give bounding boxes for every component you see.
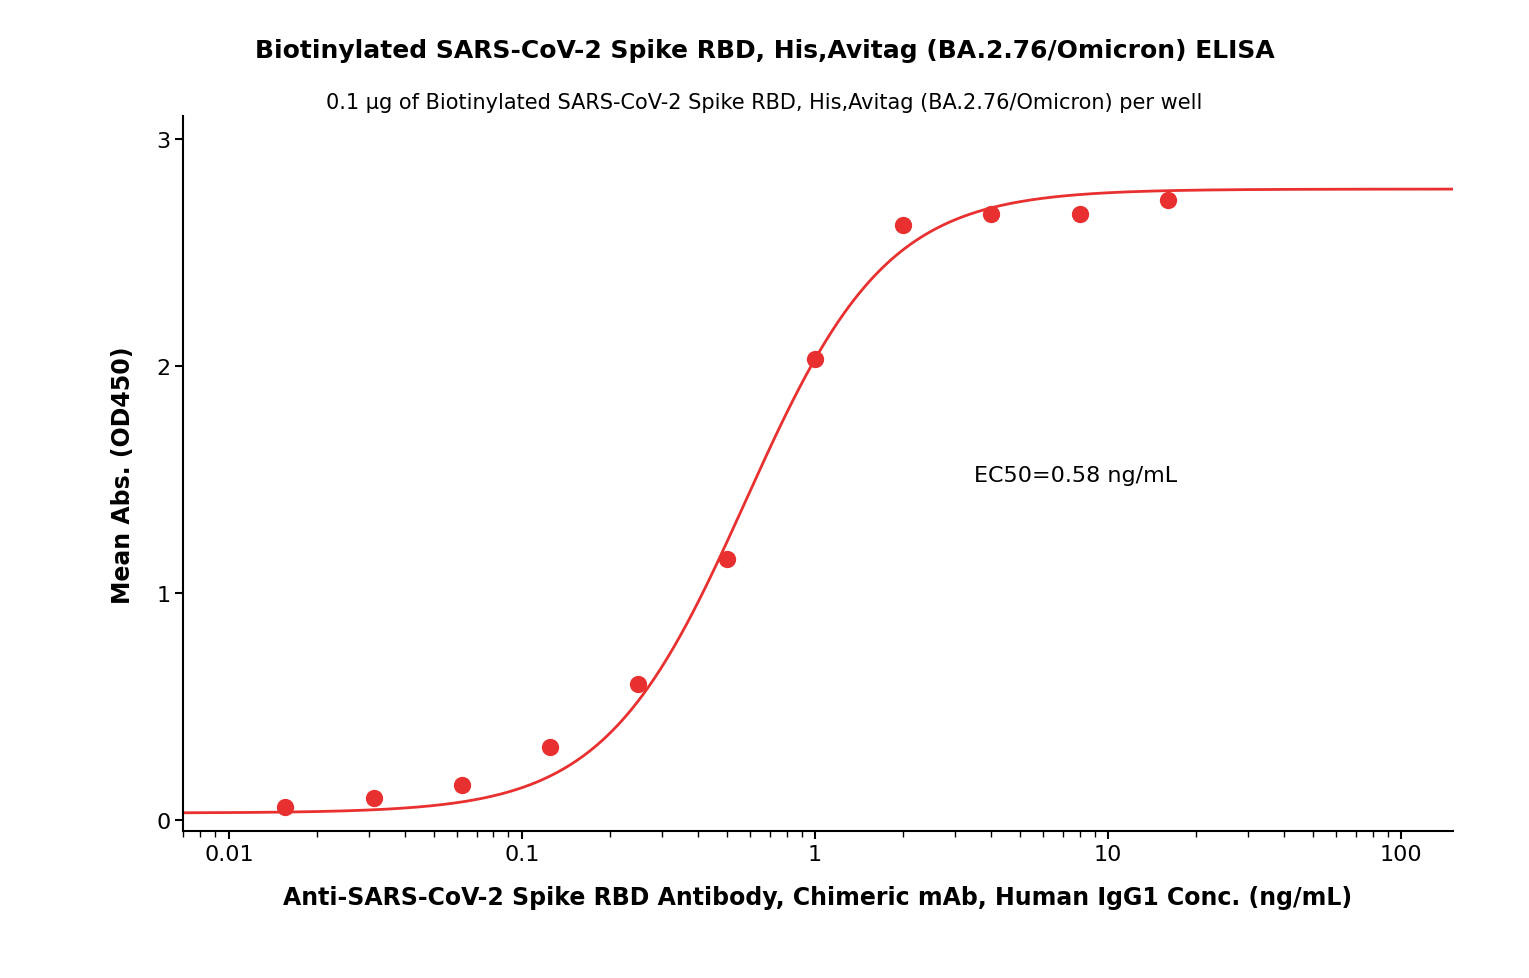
Point <box>979 207 1003 223</box>
Text: 0.1 μg of Biotinylated SARS-CoV-2 Spike RBD, His,Avitag (BA.2.76/Omicron) per we: 0.1 μg of Biotinylated SARS-CoV-2 Spike … <box>326 93 1203 112</box>
Text: EC50=0.58 ng/mL: EC50=0.58 ng/mL <box>974 466 1177 485</box>
Point <box>1156 194 1180 209</box>
X-axis label: Anti-SARS-CoV-2 Spike RBD Antibody, Chimeric mAb, Human IgG1 Conc. (ng/mL): Anti-SARS-CoV-2 Spike RBD Antibody, Chim… <box>283 885 1353 910</box>
Text: Biotinylated SARS-CoV-2 Spike RBD, His,Avitag (BA.2.76/Omicron) ELISA: Biotinylated SARS-CoV-2 Spike RBD, His,A… <box>255 39 1274 64</box>
Point <box>891 218 916 234</box>
Point <box>450 777 474 792</box>
Point <box>627 676 651 691</box>
Point <box>803 352 827 368</box>
Y-axis label: Mean Abs. (OD450): Mean Abs. (OD450) <box>112 345 135 603</box>
Point <box>362 790 387 806</box>
Point <box>1067 207 1092 223</box>
Point <box>538 739 563 755</box>
Point <box>714 552 739 567</box>
Point <box>274 800 298 816</box>
